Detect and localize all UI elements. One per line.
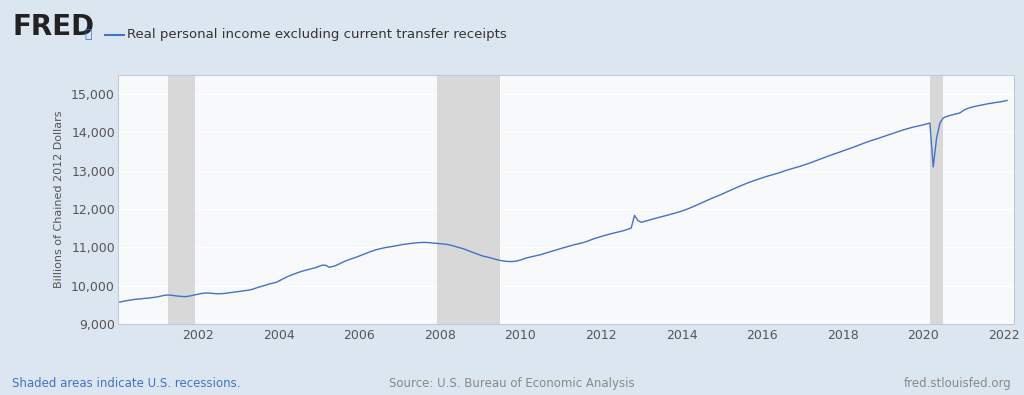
Text: Real personal income excluding current transfer receipts: Real personal income excluding current t… xyxy=(127,28,507,41)
Y-axis label: Billions of Chained 2012 Dollars: Billions of Chained 2012 Dollars xyxy=(54,111,65,288)
Bar xyxy=(168,75,195,324)
Text: fred.stlouisfed.org: fred.stlouisfed.org xyxy=(904,377,1012,389)
Bar xyxy=(436,75,501,324)
Text: Source: U.S. Bureau of Economic Analysis: Source: U.S. Bureau of Economic Analysis xyxy=(389,377,635,389)
Text: FRED: FRED xyxy=(12,13,94,41)
Text: Shaded areas indicate U.S. recessions.: Shaded areas indicate U.S. recessions. xyxy=(12,377,241,389)
Bar xyxy=(930,75,943,324)
Text: ⤱: ⤱ xyxy=(84,28,91,41)
